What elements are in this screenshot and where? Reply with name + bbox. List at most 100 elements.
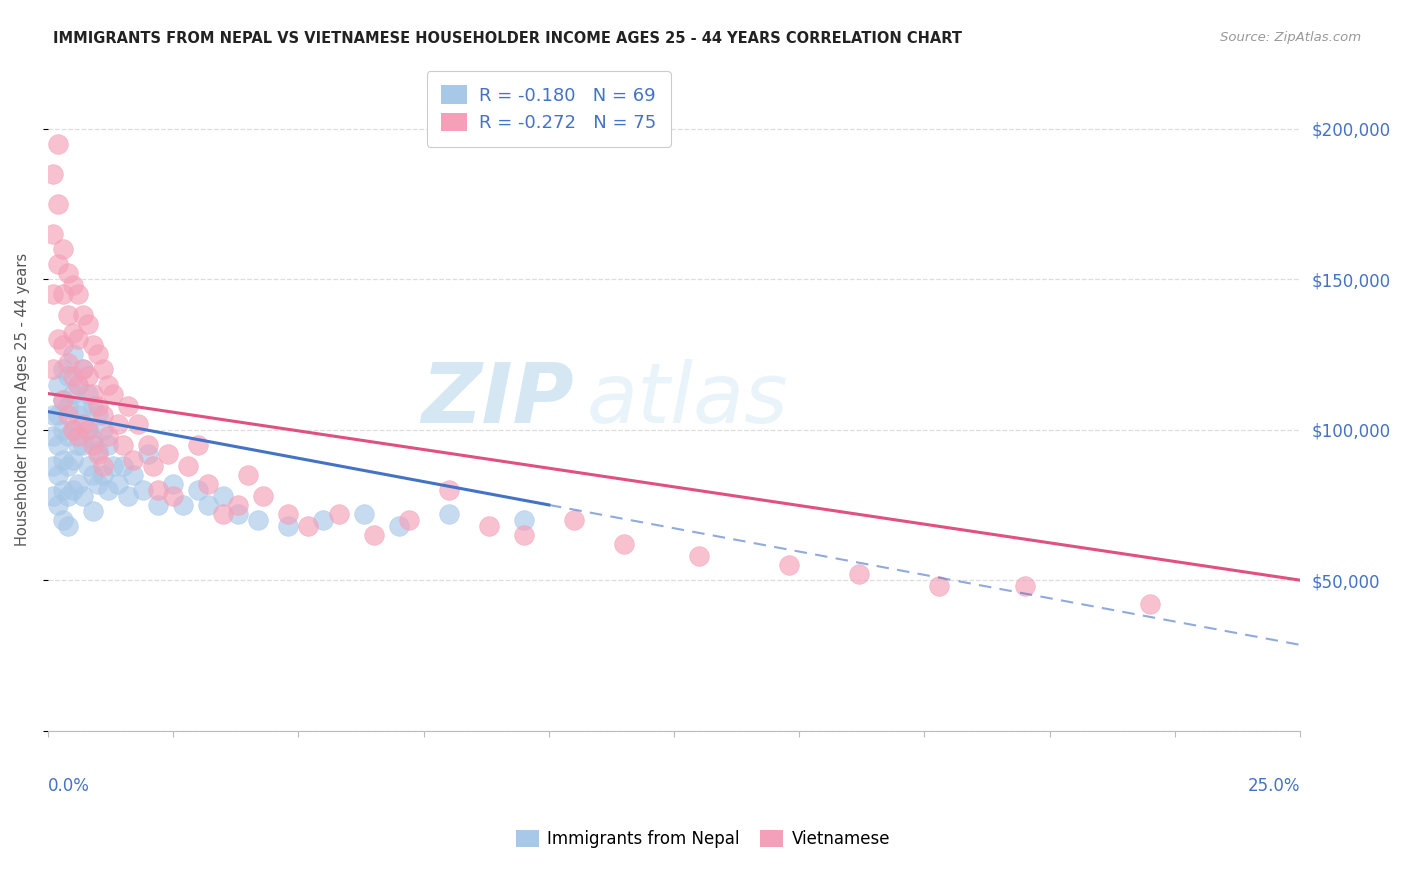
Point xyxy=(277,519,299,533)
Point xyxy=(52,242,75,256)
Point xyxy=(117,399,139,413)
Point xyxy=(277,507,299,521)
Point xyxy=(162,476,184,491)
Point xyxy=(363,528,385,542)
Point xyxy=(87,347,110,361)
Point xyxy=(91,362,114,376)
Point xyxy=(46,257,69,271)
Point xyxy=(197,498,219,512)
Point xyxy=(101,458,124,473)
Point xyxy=(87,408,110,422)
Point xyxy=(62,423,84,437)
Point xyxy=(56,519,79,533)
Point xyxy=(122,452,145,467)
Point xyxy=(1139,597,1161,611)
Point xyxy=(46,197,69,211)
Point xyxy=(46,438,69,452)
Point xyxy=(513,528,536,542)
Point xyxy=(72,489,94,503)
Point xyxy=(77,318,100,332)
Point xyxy=(56,408,79,422)
Point xyxy=(91,458,114,473)
Point xyxy=(82,386,104,401)
Text: atlas: atlas xyxy=(586,359,787,440)
Point xyxy=(172,498,194,512)
Point xyxy=(101,386,124,401)
Point xyxy=(77,458,100,473)
Point xyxy=(67,408,90,422)
Point xyxy=(67,377,90,392)
Point xyxy=(77,423,100,437)
Point xyxy=(42,458,65,473)
Point xyxy=(42,287,65,301)
Point xyxy=(177,458,200,473)
Point xyxy=(87,399,110,413)
Point xyxy=(97,438,120,452)
Point xyxy=(52,362,75,376)
Point xyxy=(312,513,335,527)
Point xyxy=(82,438,104,452)
Point xyxy=(437,483,460,497)
Text: ZIP: ZIP xyxy=(422,359,574,440)
Point xyxy=(212,507,235,521)
Point xyxy=(42,167,65,181)
Point xyxy=(72,362,94,376)
Point xyxy=(56,308,79,322)
Point xyxy=(62,278,84,293)
Point xyxy=(112,458,135,473)
Point xyxy=(52,392,75,407)
Point xyxy=(56,266,79,280)
Point xyxy=(62,386,84,401)
Point xyxy=(72,399,94,413)
Y-axis label: Householder Income Ages 25 - 44 years: Householder Income Ages 25 - 44 years xyxy=(15,253,30,546)
Point xyxy=(72,417,94,431)
Point xyxy=(87,443,110,458)
Point xyxy=(62,347,84,361)
Point xyxy=(136,438,159,452)
Point xyxy=(91,423,114,437)
Point xyxy=(67,377,90,392)
Text: Source: ZipAtlas.com: Source: ZipAtlas.com xyxy=(1220,31,1361,45)
Point xyxy=(82,338,104,352)
Point xyxy=(67,438,90,452)
Point xyxy=(67,287,90,301)
Point xyxy=(848,567,870,582)
Point xyxy=(212,489,235,503)
Point xyxy=(77,368,100,383)
Point xyxy=(297,519,319,533)
Point xyxy=(117,489,139,503)
Legend: Immigrants from Nepal, Vietnamese: Immigrants from Nepal, Vietnamese xyxy=(509,823,897,855)
Point xyxy=(148,498,170,512)
Point xyxy=(87,476,110,491)
Point xyxy=(67,332,90,346)
Point xyxy=(56,368,79,383)
Point xyxy=(56,428,79,442)
Text: 25.0%: 25.0% xyxy=(1247,777,1301,795)
Point xyxy=(52,513,75,527)
Point xyxy=(46,498,69,512)
Point xyxy=(562,513,585,527)
Point xyxy=(77,386,100,401)
Point xyxy=(157,447,180,461)
Point xyxy=(122,467,145,482)
Point xyxy=(67,476,90,491)
Point xyxy=(107,476,129,491)
Text: IMMIGRANTS FROM NEPAL VS VIETNAMESE HOUSEHOLDER INCOME AGES 25 - 44 YEARS CORREL: IMMIGRANTS FROM NEPAL VS VIETNAMESE HOUS… xyxy=(53,31,963,46)
Point xyxy=(56,399,79,413)
Point xyxy=(97,483,120,497)
Point xyxy=(398,513,420,527)
Point xyxy=(228,498,250,512)
Point xyxy=(67,428,90,442)
Point xyxy=(91,467,114,482)
Point xyxy=(87,447,110,461)
Point xyxy=(42,408,65,422)
Point xyxy=(97,428,120,442)
Point xyxy=(46,136,69,151)
Point xyxy=(613,537,636,551)
Point xyxy=(62,326,84,341)
Point xyxy=(52,483,75,497)
Point xyxy=(82,504,104,518)
Text: 0.0%: 0.0% xyxy=(48,777,90,795)
Point xyxy=(82,467,104,482)
Point xyxy=(778,558,800,573)
